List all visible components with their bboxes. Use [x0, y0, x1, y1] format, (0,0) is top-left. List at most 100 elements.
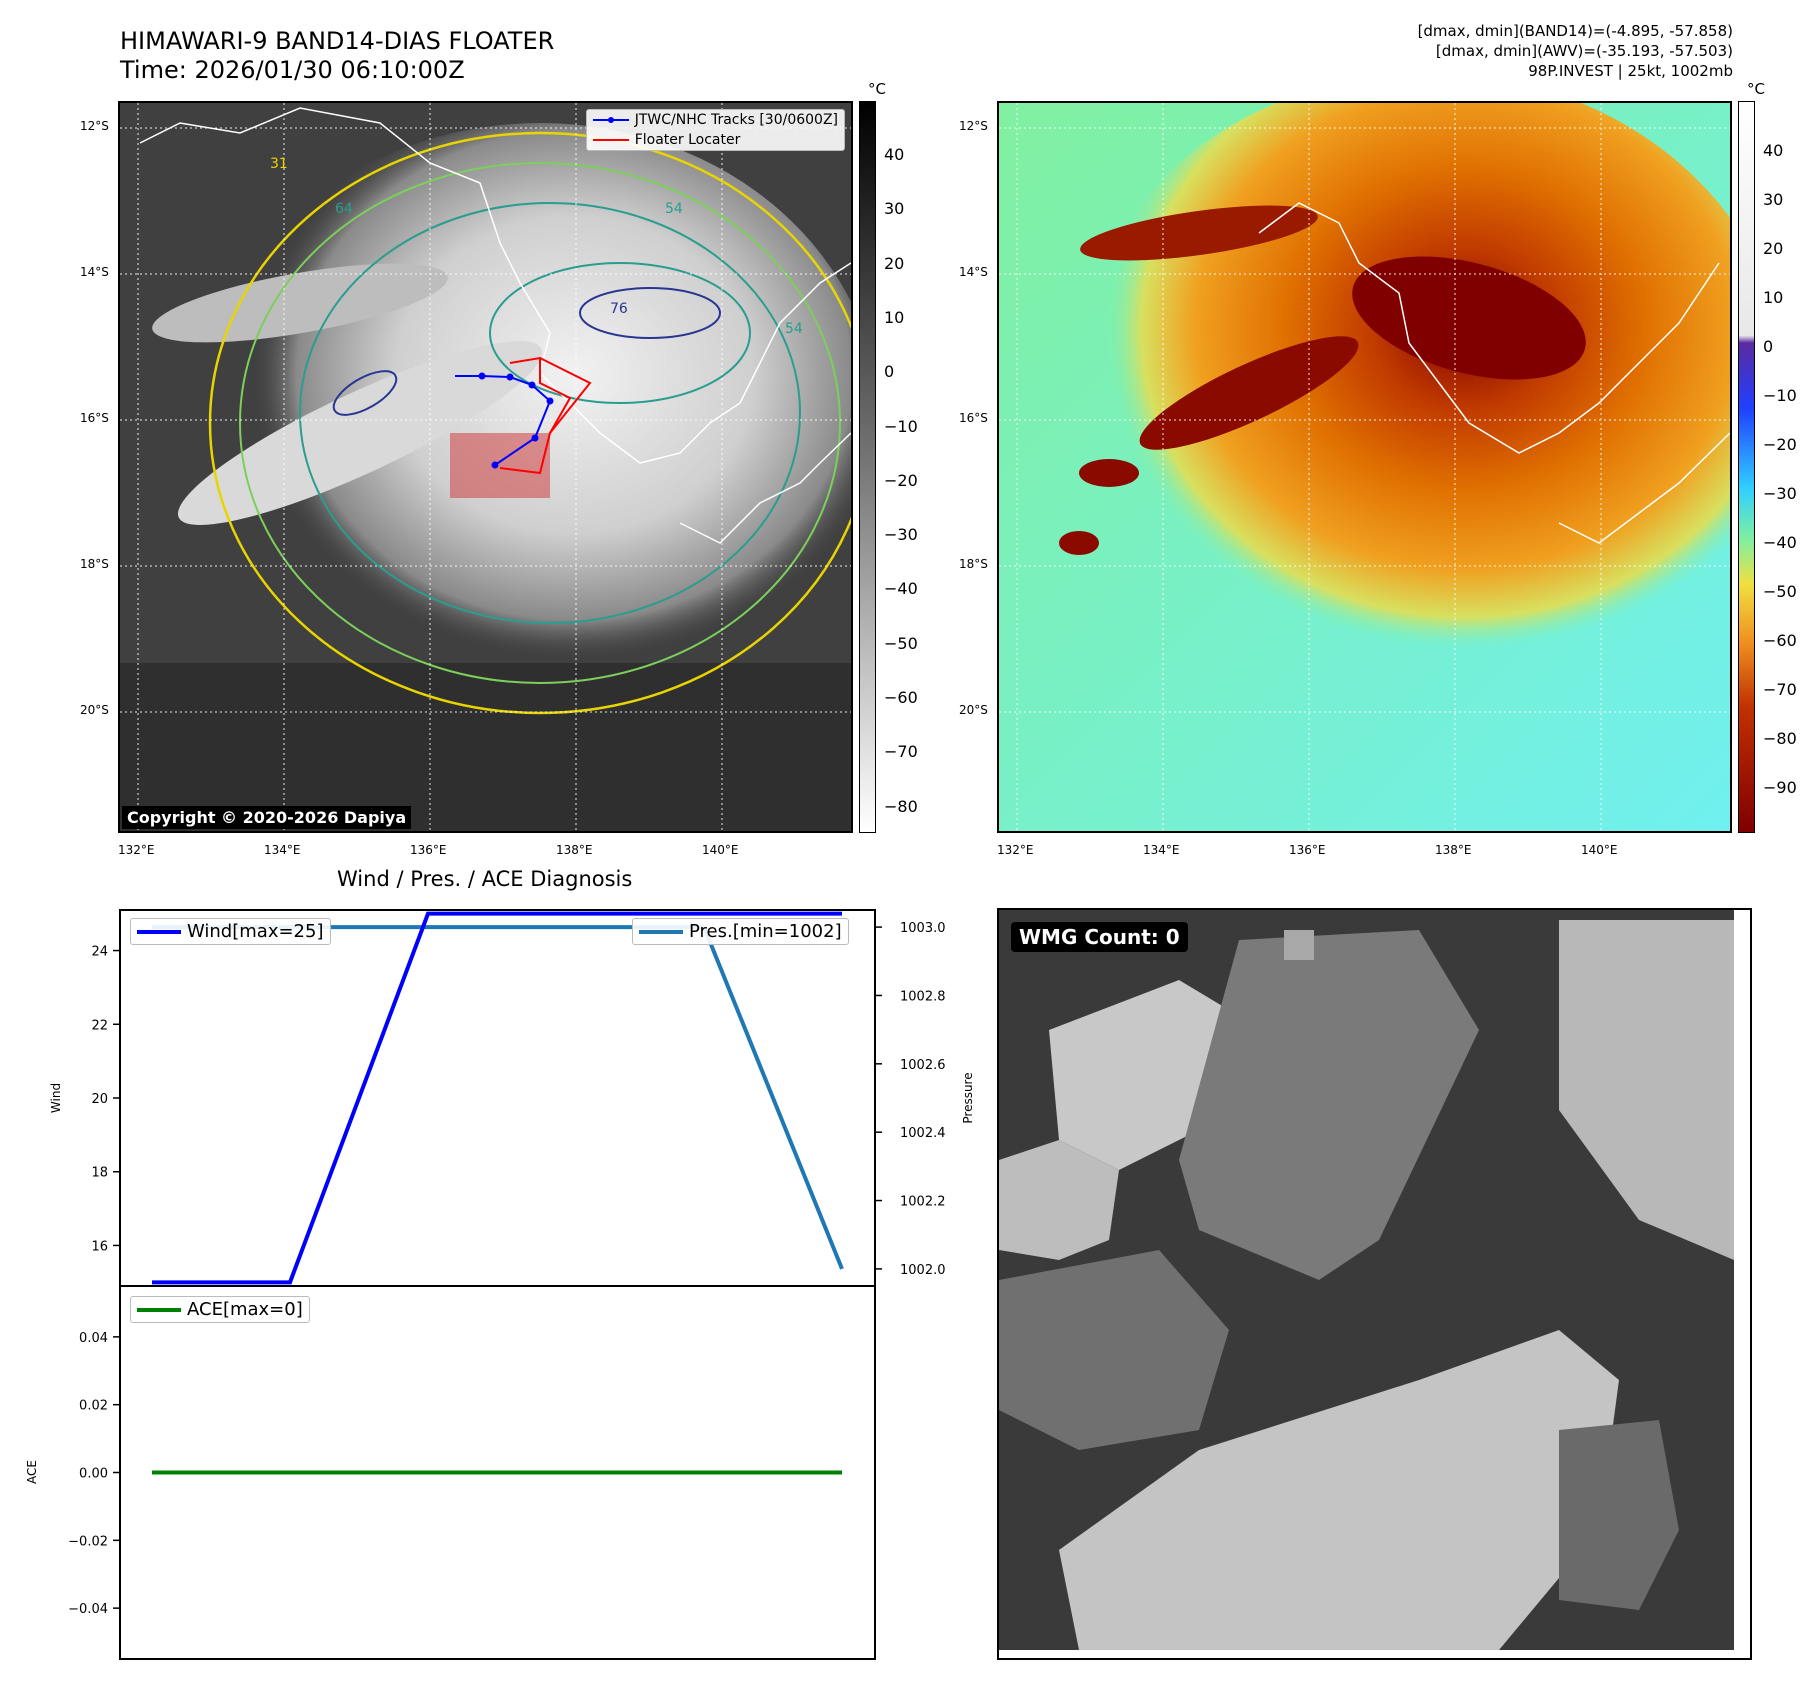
colorbar-color-tick-8: −40 — [1763, 533, 1797, 552]
contour-label-5: 54 — [785, 321, 803, 337]
r-lon-label-132e: 132°E — [997, 843, 1034, 857]
colorbar-color — [1738, 101, 1755, 833]
r-lon-label-136e: 136°E — [1289, 843, 1326, 857]
contour-label-2: 64 — [335, 201, 353, 217]
colorbar-gray — [859, 101, 876, 833]
ace-legend-label: ACE[max=0] — [187, 1299, 303, 1320]
colorbar-color-tick-3: 10 — [1763, 288, 1784, 307]
pressure-tick-2: 1002.6 — [900, 1058, 946, 1073]
colorbar-color-tick-9: −50 — [1763, 582, 1797, 601]
wmg-panel: WMG Count: 0 — [997, 908, 1752, 1660]
wind-legend-label: Wind[max=25] — [187, 921, 324, 942]
contour-label-3: 54 — [665, 201, 683, 217]
colorbar-color-tick-0: 40 — [1763, 141, 1784, 160]
colorbar-color-tick-7: −30 — [1763, 484, 1797, 503]
colorbar-gray-tick-5: −10 — [884, 416, 918, 436]
r-lon-label-138e: 138°E — [1435, 843, 1472, 857]
wmg-image — [999, 910, 1734, 1650]
ace-tick-3: −0.02 — [68, 1534, 108, 1549]
pressure-series-line — [152, 925, 844, 1270]
wind-tick-3: 18 — [91, 1166, 108, 1181]
wind-series-line — [152, 911, 842, 1285]
colorbar-gray-tick-11: −70 — [884, 742, 918, 762]
colorbar-gray-tick-7: −30 — [884, 525, 918, 545]
colorbar-color-tick-13: −90 — [1763, 778, 1797, 797]
wind-tick-1: 22 — [91, 1018, 108, 1033]
colorbar-gray-unit: °C — [868, 80, 886, 98]
colorbar-color-tick-4: 0 — [1763, 337, 1774, 356]
legend-floater-label: Floater Locater — [634, 132, 741, 148]
r-lon-label-134e: 134°E — [1143, 843, 1180, 857]
legend-floater-row: Floater Locater — [587, 130, 844, 150]
info-line2: [dmax, dmin](AWV)=(-35.193, -57.503) — [1435, 42, 1733, 60]
figure-title-line1: HIMAWARI-9 BAND14-DIAS FLOATER — [120, 27, 555, 55]
info-line1: [dmax, dmin](BAND14)=(-4.895, -57.858) — [1417, 22, 1733, 40]
lat-label-20s: 20°S — [80, 703, 109, 717]
r-lat-label-18s: 18°S — [959, 557, 988, 571]
lat-label-18s: 18°S — [80, 557, 109, 571]
ace-tick-2: 0.00 — [79, 1467, 108, 1482]
diag-chart: 24 22 20 18 16 1003.0 1002.8 1002.6 1002.4 1002.… — [25, 909, 975, 1660]
colorbar-color-tick-2: 20 — [1763, 239, 1784, 258]
wind-tick-2: 20 — [91, 1092, 108, 1107]
info-line3: 98P.INVEST | 25kt, 1002mb — [1528, 62, 1733, 80]
pressure-tick-1: 1002.8 — [900, 989, 946, 1004]
ace-tick-1: 0.02 — [79, 1399, 108, 1414]
ace-tick-4: −0.04 — [68, 1602, 108, 1617]
lat-label-16s: 16°S — [80, 411, 109, 425]
wmg-count-label: WMG Count: 0 — [1011, 922, 1188, 952]
lon-label-134e: 134°E — [264, 843, 301, 857]
contour-label-1: 31 — [270, 156, 288, 172]
colorbar-color-tick-1: 30 — [1763, 190, 1784, 209]
colorbar-gray-tick-0: 40 — [884, 145, 905, 164]
colorbar-gray-tick-8: −40 — [884, 579, 918, 599]
colorbar-gray-tick-4: 0 — [884, 362, 895, 382]
colorbar-gray-tick-1: 30 — [884, 199, 905, 219]
copyright-label: Copyright © 2020-2026 Dapiya — [122, 806, 412, 829]
wind-legend-row: Wind[max=25] — [131, 919, 330, 944]
ir-gray-map: 31 64 54 54 76 JTWC/NHC Tracks [30/0600Z… — [118, 101, 853, 833]
lon-label-132e: 132°E — [118, 843, 155, 857]
colorbar-color-tick-12: −80 — [1763, 729, 1797, 748]
colorbar-color-tick-5: −10 — [1763, 386, 1797, 405]
legend-track-row: JTWC/NHC Tracks [30/0600Z] — [587, 110, 844, 130]
lat-label-12s: 12°S — [80, 119, 109, 133]
ace-legend: ACE[max=0] — [130, 1296, 310, 1323]
lon-label-138e: 138°E — [556, 843, 593, 857]
colorbar-gray-tick-3: 10 — [884, 307, 905, 327]
r-lon-label-140e: 140°E — [1581, 843, 1618, 857]
awv-color-image — [999, 103, 1730, 831]
r-lat-label-20s: 20°S — [959, 703, 988, 717]
pressure-axis-label: Pressure — [961, 1072, 975, 1123]
pressure-legend-label: Pres.[min=1002] — [689, 921, 842, 942]
ace-tick-0: 0.04 — [79, 1331, 108, 1346]
map-legend: JTWC/NHC Tracks [30/0600Z] Floater Locat… — [585, 109, 845, 151]
colorbar-color-tick-11: −70 — [1763, 680, 1797, 699]
r-lat-label-14s: 14°S — [959, 265, 988, 279]
wind-axis-label: Wind — [49, 1083, 63, 1113]
r-lat-label-16s: 16°S — [959, 411, 988, 425]
lon-label-140e: 140°E — [702, 843, 739, 857]
legend-track-label: JTWC/NHC Tracks [30/0600Z] — [634, 112, 838, 128]
colorbar-gray-tick-12: −80 — [884, 796, 918, 816]
colorbar-color-tick-10: −60 — [1763, 631, 1797, 650]
colorbar-gray-tick-6: −20 — [884, 470, 918, 490]
colorbar-gray-tick-9: −50 — [884, 633, 918, 653]
pressure-tick-3: 1002.4 — [900, 1126, 946, 1141]
colorbar-gray-tick-2: 20 — [884, 253, 905, 273]
ir-gray-image: 31 64 54 54 76 — [120, 103, 851, 831]
pressure-tick-5: 1002.0 — [900, 1263, 946, 1278]
ace-axis-label: ACE — [25, 1460, 39, 1484]
r-lat-label-12s: 12°S — [959, 119, 988, 133]
colorbar-color-tick-6: −20 — [1763, 435, 1797, 454]
awv-color-map — [997, 101, 1732, 833]
ace-legend-row: ACE[max=0] — [131, 1297, 309, 1322]
lat-label-14s: 14°S — [80, 265, 109, 279]
pressure-tick-4: 1002.2 — [900, 1195, 946, 1210]
pressure-legend: Pres.[min=1002] — [632, 918, 849, 945]
pressure-legend-row: Pres.[min=1002] — [633, 919, 848, 944]
wind-tick-0: 24 — [91, 945, 108, 960]
wind-tick-4: 16 — [91, 1239, 108, 1254]
contour-label-4: 76 — [610, 301, 628, 317]
colorbar-gray-tick-10: −60 — [884, 688, 918, 707]
